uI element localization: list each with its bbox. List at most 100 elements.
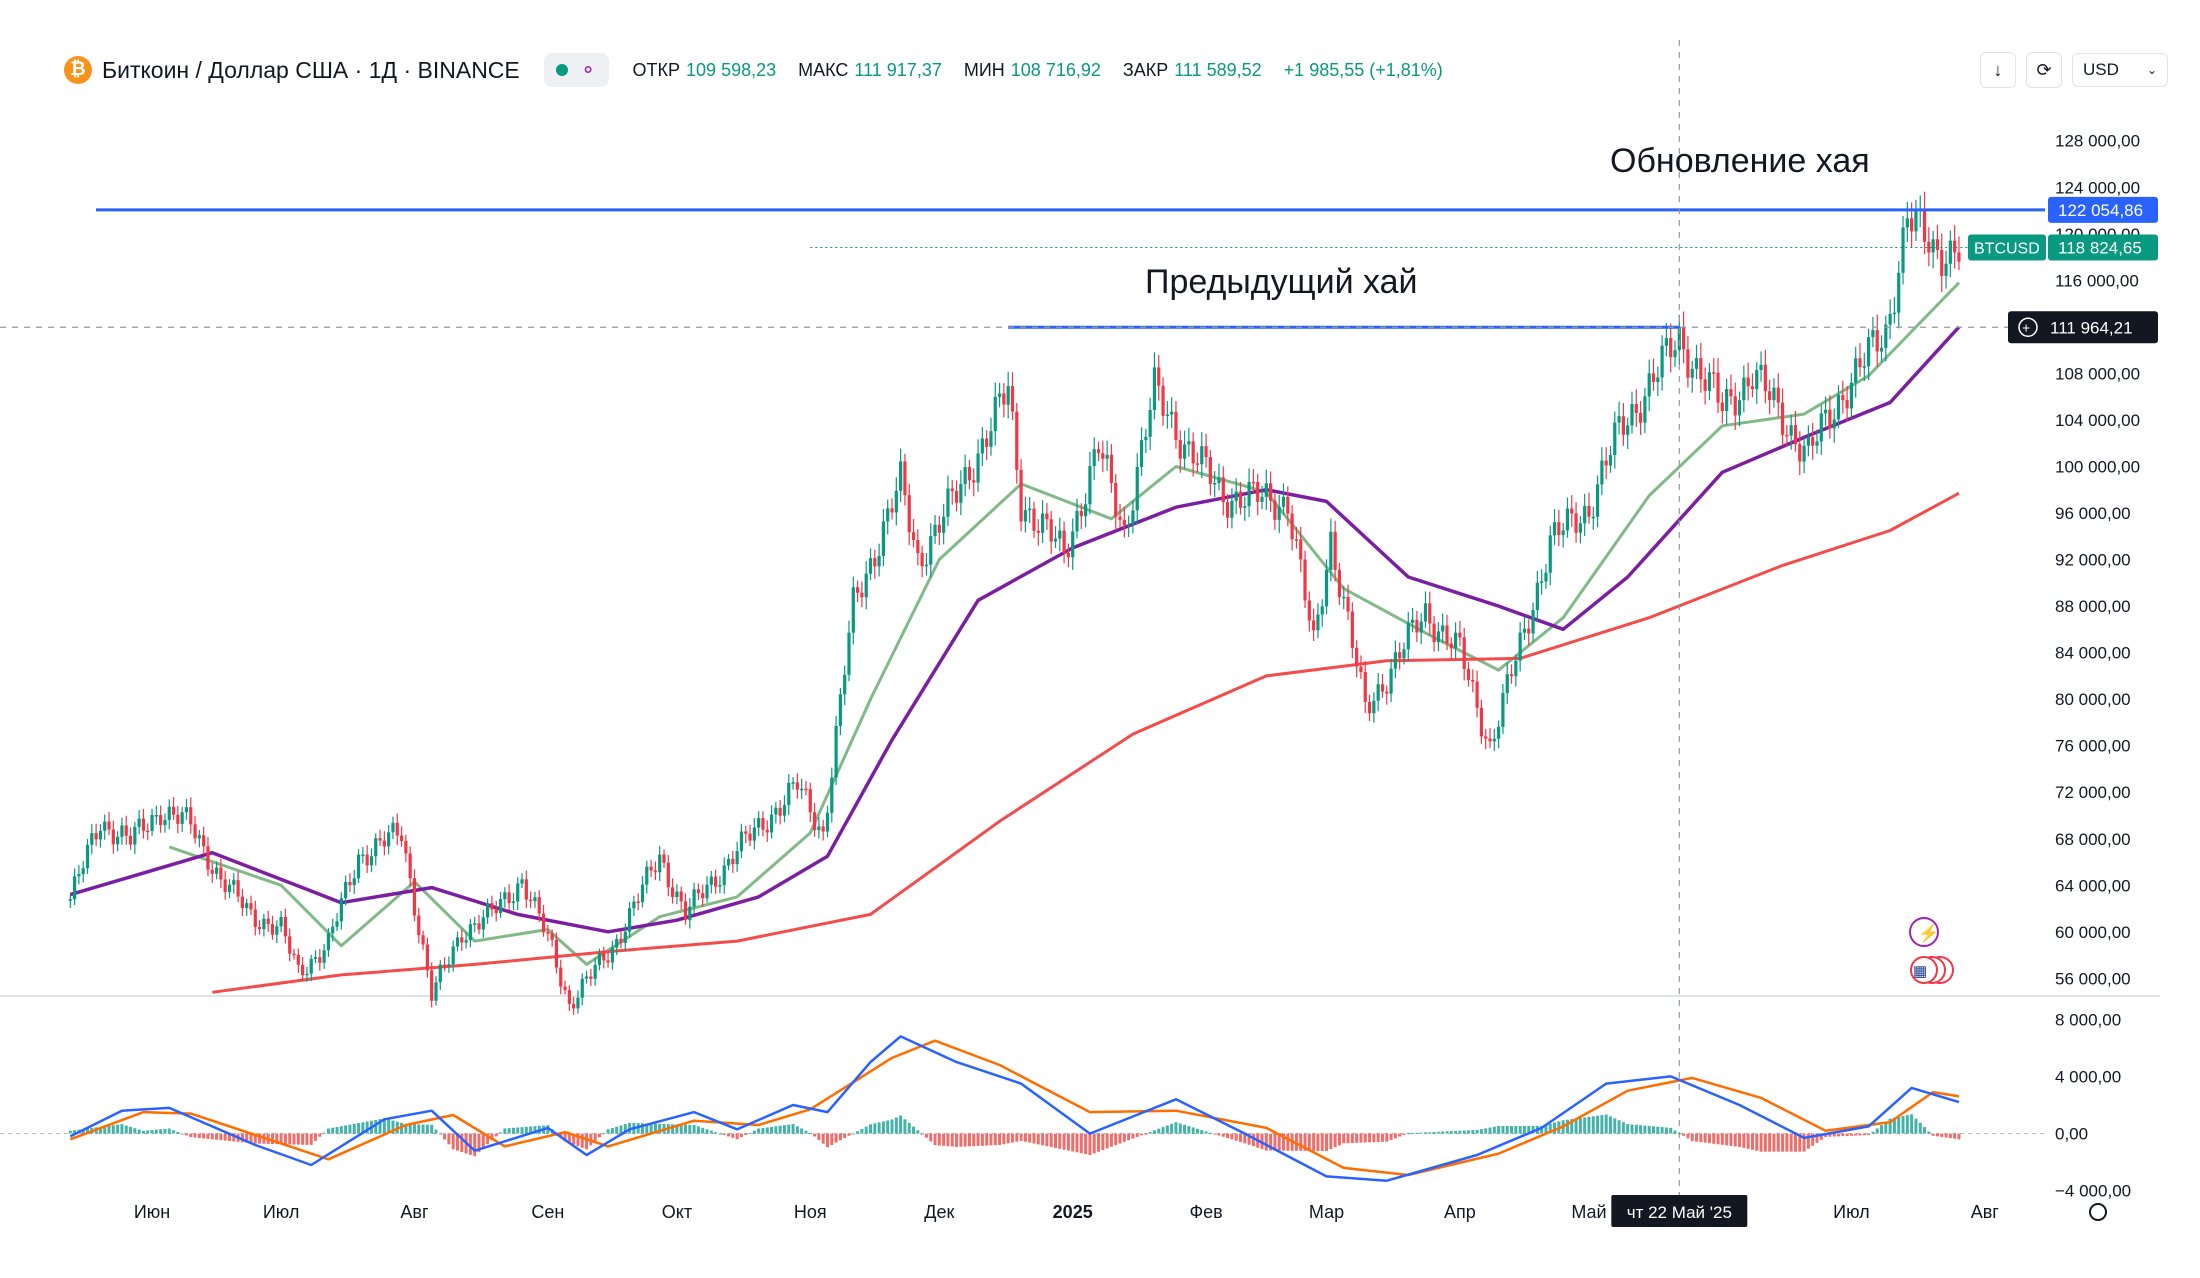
candle-body xyxy=(701,893,705,899)
candle-body xyxy=(417,915,421,936)
macd-histogram-bar xyxy=(830,1133,834,1145)
macd-histogram-bar xyxy=(1806,1133,1810,1149)
ema_mid-line xyxy=(69,325,1961,934)
macd-histogram-bar xyxy=(1892,1117,1896,1134)
macd-histogram-bar xyxy=(1656,1126,1660,1134)
candle-body xyxy=(1367,702,1372,714)
macd-histogram-bar xyxy=(1062,1133,1066,1150)
candle-body xyxy=(1049,519,1053,542)
candle-body xyxy=(1509,674,1514,677)
candle-body xyxy=(1028,508,1032,511)
macd-histogram-bar xyxy=(305,1133,309,1145)
candle-body xyxy=(193,824,197,839)
macd-histogram-bar xyxy=(1944,1133,1948,1138)
candle-body xyxy=(1694,358,1699,369)
macd-histogram-bar xyxy=(1522,1125,1526,1134)
time-tick-label: Сен xyxy=(531,1202,564,1222)
new-high-price-badge xyxy=(2048,196,2158,223)
change-value: +1 985,55 (+1,81%) xyxy=(1283,59,1443,80)
candle-body xyxy=(1595,484,1600,517)
symbol-title[interactable]: Биткоин / Доллар США · 1Д · BINANCE xyxy=(102,56,520,83)
macd-histogram-bar xyxy=(193,1133,197,1138)
candle-body xyxy=(774,807,778,815)
macd-histogram-bar xyxy=(425,1124,429,1134)
macd-histogram-bar xyxy=(967,1133,971,1147)
candle-body xyxy=(451,946,455,965)
candle-body xyxy=(1303,559,1307,601)
macd-histogram-bar xyxy=(499,1132,503,1134)
candle-body xyxy=(1591,516,1595,519)
candle-body xyxy=(679,891,683,902)
macd-histogram-bar xyxy=(1251,1133,1255,1147)
candle-body xyxy=(946,488,950,517)
candle-body xyxy=(907,495,911,533)
new-high-price-badge-value: 122 054,86 xyxy=(2058,201,2143,220)
candle-body xyxy=(1096,449,1101,454)
macd-histogram-bar xyxy=(873,1123,877,1134)
candle-body xyxy=(335,921,339,927)
crosshair-price-badge xyxy=(2008,311,2158,344)
candle-body xyxy=(1200,446,1204,465)
candle-body xyxy=(1858,358,1862,368)
macd-histogram-bar xyxy=(1247,1133,1251,1145)
fullscreen-icon[interactable]: ⟳ xyxy=(2026,52,2062,88)
macd-histogram-bar xyxy=(765,1127,769,1134)
candle-body xyxy=(266,918,270,925)
candle-body xyxy=(1273,500,1277,520)
candle-body xyxy=(288,936,292,954)
macd-histogram-bar xyxy=(912,1126,916,1134)
candle-body xyxy=(1355,647,1359,667)
candle-body xyxy=(1561,530,1565,535)
ema_fast-line xyxy=(168,281,1961,966)
macd-histogram-bar xyxy=(615,1126,619,1134)
currency-select[interactable]: USD ⌄ xyxy=(2072,53,2168,87)
candle-body xyxy=(1213,483,1217,485)
market-status-pill[interactable]: ⚬ xyxy=(543,53,609,87)
macd-histogram-bar xyxy=(1178,1123,1182,1134)
candle-body xyxy=(580,978,584,998)
candle-body xyxy=(1415,619,1419,633)
candle-body xyxy=(490,903,494,910)
macd-histogram-bar xyxy=(890,1119,894,1134)
macd-histogram-bar xyxy=(955,1133,959,1147)
macd-histogram-bar xyxy=(1454,1130,1458,1134)
macd-histogram-bar xyxy=(1596,1115,1600,1134)
macd-histogram-bar xyxy=(1613,1118,1617,1134)
macd-histogram-bar xyxy=(1449,1131,1453,1134)
chart-toolbar: ↓ ⟳ USD ⌄ xyxy=(1980,52,2168,88)
candle-body xyxy=(412,878,417,916)
macd-histogram-bar xyxy=(348,1124,352,1134)
candle-body xyxy=(425,944,429,971)
candle-body xyxy=(550,933,554,940)
macd-histogram-bar xyxy=(787,1124,791,1134)
candle-body xyxy=(1729,389,1733,397)
candle-body xyxy=(1075,510,1079,532)
macd-histogram-bar xyxy=(1781,1133,1785,1152)
candle-body xyxy=(1540,581,1544,583)
macd-histogram-bar xyxy=(1140,1133,1144,1136)
time-tick-label: Май xyxy=(1571,1202,1606,1222)
macd-histogram-bar xyxy=(1273,1133,1277,1151)
candle-body xyxy=(1462,637,1466,670)
candle-body xyxy=(1793,425,1798,445)
macd-histogram-bar xyxy=(314,1133,318,1141)
candle-body xyxy=(873,558,877,567)
candle-body xyxy=(1669,338,1673,358)
arrow-down-icon[interactable]: ↓ xyxy=(1980,52,2016,88)
candle-body xyxy=(1170,411,1174,415)
add-alert-icon-plus: + xyxy=(2022,319,2030,335)
macd-histogram-bar xyxy=(1953,1133,1957,1139)
candle-body xyxy=(1458,632,1462,638)
macd-histogram-bar xyxy=(1720,1133,1724,1145)
candle-body xyxy=(1552,522,1557,536)
macd-histogram-bar xyxy=(477,1133,481,1153)
candle-body xyxy=(257,927,262,930)
macd-histogram-bar xyxy=(86,1128,90,1134)
candle-body xyxy=(1935,239,1940,251)
candle-body xyxy=(1957,252,1961,262)
candle-body xyxy=(1428,603,1432,624)
macd-histogram-bar xyxy=(640,1123,644,1134)
macd-histogram-bar xyxy=(1152,1130,1156,1134)
macd-histogram-bar xyxy=(761,1127,765,1134)
